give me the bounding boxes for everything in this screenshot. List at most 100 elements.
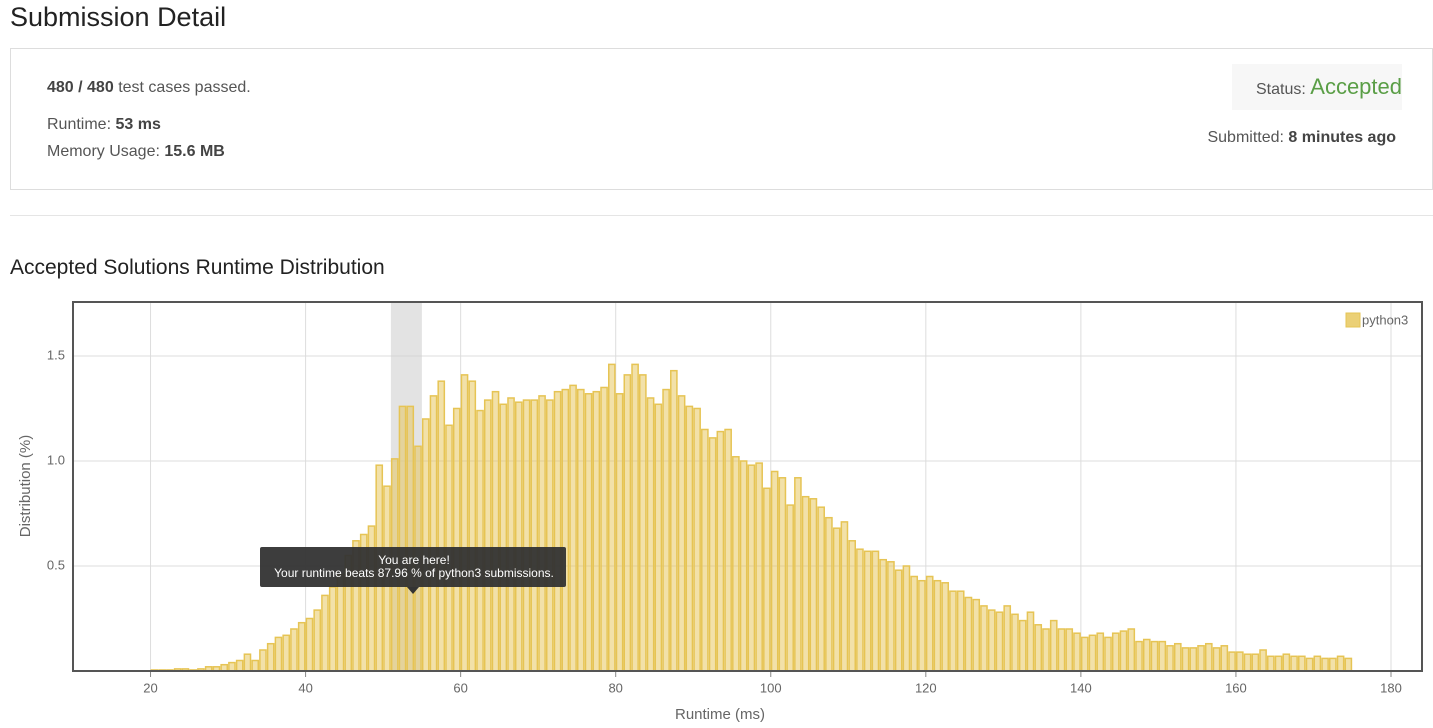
histogram-bar: [763, 487, 771, 672]
y-tick-label: 1.0: [47, 452, 65, 467]
histogram-bar: [297, 621, 306, 672]
histogram-bar: [848, 540, 856, 672]
histogram-bar: [902, 565, 911, 672]
histogram-bar: [545, 399, 554, 672]
submitted-label: Submitted:: [1207, 129, 1284, 146]
histogram-bar: [1329, 657, 1337, 672]
histogram-bar: [499, 403, 508, 672]
histogram-bar: [507, 397, 515, 672]
x-tick-label: 180: [1380, 680, 1402, 695]
histogram-bar: [1166, 645, 1174, 672]
runtime-label: Runtime:: [47, 116, 112, 133]
histogram-bar: [747, 464, 756, 672]
histogram-bar: [941, 582, 950, 672]
histogram-bar: [1104, 636, 1112, 672]
histogram-bar: [437, 380, 446, 672]
histogram-bar: [1003, 605, 1012, 672]
histogram-bar: [639, 374, 647, 672]
histogram-bar: [321, 594, 329, 672]
submitted-row: Submitted: 8 minutes ago: [1207, 129, 1396, 147]
histogram-bar: [987, 609, 996, 672]
memory-row: Memory Usage: 15.6 MB: [47, 143, 225, 161]
status-label: Status:: [1256, 81, 1306, 98]
histogram-bar: [1197, 645, 1205, 672]
histogram-bar: [1298, 655, 1306, 672]
histogram-bar: [584, 393, 593, 672]
histogram-bar: [259, 649, 267, 672]
chart: Runtime (ms) Distribution (%) 20 40 60 80 10…: [17, 301, 1423, 723]
histogram-bar: [1042, 628, 1050, 672]
x-tick-label: 100: [760, 680, 782, 695]
histogram-bar: [732, 456, 740, 672]
plot-frame: [72, 301, 1423, 672]
x-axis-label: Runtime (ms): [675, 706, 765, 723]
histogram-bar: [1220, 645, 1229, 672]
histogram-bar: [460, 374, 469, 672]
histogram-bar: [1282, 653, 1291, 672]
histogram-bar: [980, 605, 988, 672]
histogram-bar: [623, 374, 632, 672]
histogram-bar: [1189, 647, 1198, 672]
tooltip-title: You are here!: [378, 553, 450, 567]
histogram-bar: [832, 527, 841, 672]
tooltip-text: Your runtime beats 87.96 % of python3 su…: [274, 566, 554, 580]
histogram-bar: [607, 363, 616, 672]
histogram-bar: [933, 579, 942, 672]
legend-label: python3: [1362, 312, 1408, 327]
x-tick-label: 60: [453, 680, 467, 695]
histogram-bar: [770, 470, 779, 672]
cases-passed: 480 / 480: [47, 79, 114, 96]
histogram-bar: [328, 586, 337, 672]
runtime-value: 53 ms: [115, 116, 161, 133]
histogram-bar: [251, 659, 260, 672]
histogram-bar: [1049, 619, 1058, 672]
histogram-bar: [305, 617, 314, 672]
histogram-bar: [949, 590, 957, 672]
histogram-bar: [243, 653, 252, 672]
histogram-bar: [670, 369, 678, 672]
histogram-bar: [600, 386, 608, 672]
memory-label: Memory Usage:: [47, 143, 160, 160]
histogram-bar: [1344, 657, 1353, 672]
histogram-bar: [1321, 657, 1329, 672]
histogram-bar: [1018, 619, 1027, 672]
histogram-bar: [677, 395, 686, 672]
status-value[interactable]: Accepted: [1310, 74, 1402, 99]
x-tick-label: 20: [143, 680, 157, 695]
histogram-bar: [615, 393, 624, 672]
histogram-bar: [794, 477, 802, 672]
histogram-bar: [336, 573, 345, 672]
histogram-bar: [856, 548, 864, 672]
histogram-bar: [654, 403, 663, 672]
histogram-bar: [468, 380, 477, 672]
histogram-bar: [398, 405, 407, 672]
tooltip: You are here!Your runtime beats 87.96 % …: [260, 547, 566, 594]
histogram-bar: [887, 561, 895, 672]
histogram-bar: [1026, 611, 1035, 672]
histogram-bar: [739, 460, 748, 672]
histogram-bar: [1212, 647, 1221, 672]
histogram-bar: [406, 405, 415, 672]
histogram-bar: [266, 642, 275, 672]
histogram-bar: [1305, 657, 1314, 672]
histogram-bar: [530, 399, 539, 672]
divider: [10, 215, 1433, 216]
histogram-bar: [956, 590, 965, 672]
histogram-bar: [708, 437, 717, 672]
histogram-bar: [452, 407, 461, 672]
x-tick-label: 40: [298, 680, 312, 695]
histogram-bar: [646, 397, 655, 672]
histogram-bar: [894, 569, 903, 672]
histogram-bar: [274, 636, 283, 672]
x-tick-label: 120: [915, 680, 937, 695]
histogram-bar: [817, 506, 825, 672]
histogram-bar: [1073, 632, 1081, 672]
histogram-bar: [910, 575, 919, 672]
histogram-bar: [1080, 636, 1089, 672]
histogram-bar: [228, 661, 236, 672]
histogram-bar: [1057, 628, 1066, 672]
histogram-bar: [995, 611, 1004, 672]
histogram-bar: [313, 609, 322, 672]
histogram-bar: [724, 428, 732, 672]
